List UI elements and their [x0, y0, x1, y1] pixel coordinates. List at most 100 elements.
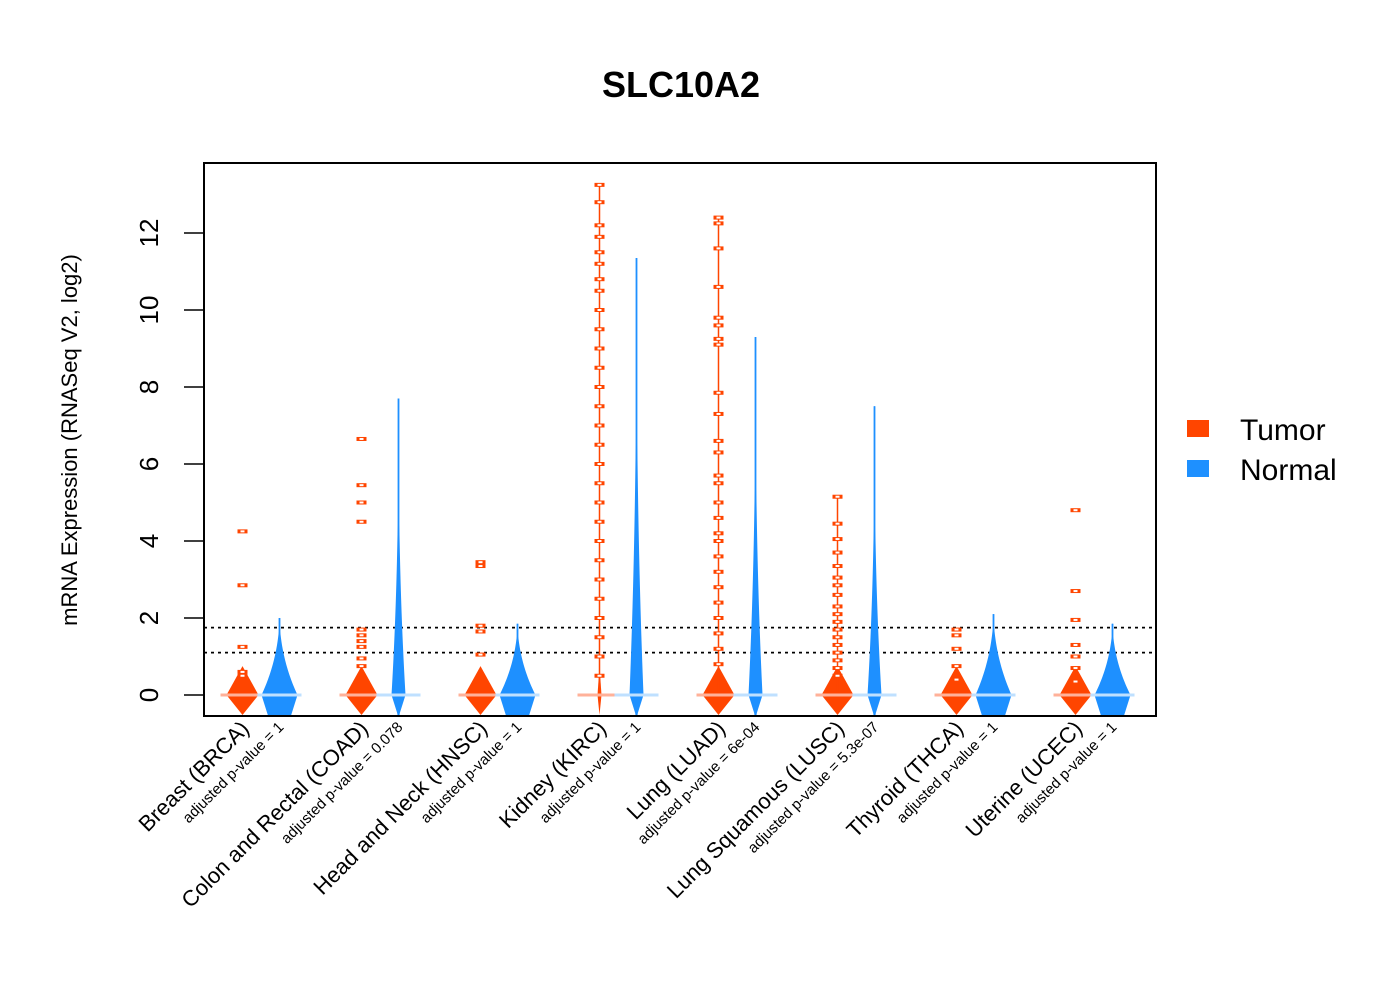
- tumor-point-center: [954, 647, 959, 650]
- tumor-point-center: [597, 201, 602, 204]
- violin-group: [696, 215, 778, 715]
- tumor-point-center: [597, 347, 602, 350]
- y-tick-label: 12: [134, 219, 164, 248]
- tumor-point-center: [240, 674, 245, 677]
- tumor-point-center: [240, 645, 245, 648]
- tumor-point-center: [597, 578, 602, 581]
- tumor-point-center: [835, 522, 840, 525]
- tumor-point-center: [597, 655, 602, 658]
- y-tick-label: 8: [134, 380, 164, 394]
- tumor-point-center: [835, 593, 840, 596]
- tumor-point-center: [716, 337, 721, 340]
- tumor-point-center: [597, 183, 602, 186]
- tumor-point-center: [478, 653, 483, 656]
- tumor-violin: [226, 666, 259, 715]
- violin-group: [934, 614, 1016, 715]
- tumor-point-center: [1073, 590, 1078, 593]
- tumor-point-center: [597, 463, 602, 465]
- legend: Tumor Normal: [1187, 414, 1337, 487]
- violin-group: [577, 182, 659, 715]
- tumor-violin: [940, 666, 973, 715]
- y-tick-label: 10: [134, 296, 164, 325]
- tumor-point-center: [1073, 618, 1078, 621]
- tumor-point-center: [240, 670, 245, 673]
- tumor-point-center: [597, 482, 602, 485]
- tumor-point-center: [716, 324, 721, 327]
- tumor-point-center: [716, 647, 721, 650]
- tumor-violin: [1059, 666, 1092, 715]
- y-tick-label: 2: [134, 611, 164, 625]
- y-tick-label: 0: [134, 688, 164, 702]
- tumor-point-center: [359, 501, 364, 504]
- plot-frame: [203, 162, 1157, 717]
- tumor-point-center: [716, 532, 721, 535]
- tumor-point-center: [716, 555, 721, 558]
- tumor-point-center: [716, 570, 721, 573]
- tumor-point-center: [954, 634, 959, 637]
- y-tick-label: 4: [134, 534, 164, 548]
- tumor-point-center: [835, 565, 840, 568]
- tumor-point-center: [359, 665, 364, 668]
- tumor-point-center: [716, 540, 721, 542]
- tumor-point-center: [835, 495, 840, 498]
- tumor-point-center: [954, 628, 959, 631]
- tumor-point-center: [359, 645, 364, 648]
- tumor-point-center: [359, 484, 364, 487]
- tumor-point-center: [597, 262, 602, 265]
- legend-label-normal: Normal: [1240, 454, 1337, 487]
- tumor-point-center: [478, 630, 483, 633]
- tumor-point-center: [716, 316, 721, 319]
- tumor-point-center: [835, 620, 840, 623]
- tumor-point-center: [597, 289, 602, 292]
- tumor-point-center: [716, 451, 721, 454]
- legend-swatch-normal: [1187, 460, 1209, 477]
- tumor-point-center: [835, 551, 840, 554]
- tumor-point-center: [597, 443, 602, 446]
- tumor-point-center: [597, 501, 602, 504]
- tumor-point-center: [716, 343, 721, 346]
- tumor-point-center: [1073, 643, 1078, 646]
- tumor-point-center: [597, 520, 602, 523]
- tumor-point-center: [835, 538, 840, 541]
- tumor-point-center: [597, 224, 602, 227]
- tumor-point-center: [835, 659, 840, 662]
- tumor-point-center: [597, 251, 602, 254]
- tumor-point-center: [835, 636, 840, 639]
- tumor-point-center: [716, 474, 721, 477]
- tumor-point-center: [597, 559, 602, 562]
- tumor-point-center: [359, 657, 364, 660]
- violin-group: [1053, 508, 1135, 715]
- tumor-point-center: [597, 328, 602, 331]
- tumor-point-center: [240, 584, 245, 587]
- chart-title: SLC10A2: [602, 64, 760, 105]
- tumor-point-center: [1073, 667, 1078, 670]
- tumor-point-center: [954, 665, 959, 668]
- y-tick-label: 6: [134, 457, 164, 471]
- tumor-point-center: [835, 628, 840, 631]
- tumor-point-center: [359, 520, 364, 523]
- tumor-violin: [345, 666, 378, 715]
- violin-group: [339, 398, 421, 715]
- tumor-point-center: [359, 437, 364, 440]
- tumor-point-center: [478, 624, 483, 627]
- tumor-point-center: [359, 628, 364, 631]
- tumor-point-center: [716, 216, 721, 219]
- tumor-point-center: [478, 565, 483, 568]
- tumor-point-center: [835, 576, 840, 579]
- tumor-point-center: [954, 678, 959, 681]
- violin-group: [458, 560, 540, 715]
- tumor-point-center: [716, 501, 721, 504]
- tumor-point-center: [597, 405, 602, 408]
- tumor-point-center: [716, 663, 721, 666]
- tumor-point-center: [835, 651, 840, 654]
- tumor-point-center: [1073, 680, 1078, 683]
- tumor-point-center: [597, 309, 602, 311]
- tumor-point-center: [597, 386, 602, 388]
- tumor-point-center: [716, 482, 721, 485]
- plot-area: [204, 182, 1156, 715]
- tumor-point-center: [835, 643, 840, 646]
- violin-group: [220, 529, 302, 715]
- legend-swatch-tumor: [1187, 420, 1209, 437]
